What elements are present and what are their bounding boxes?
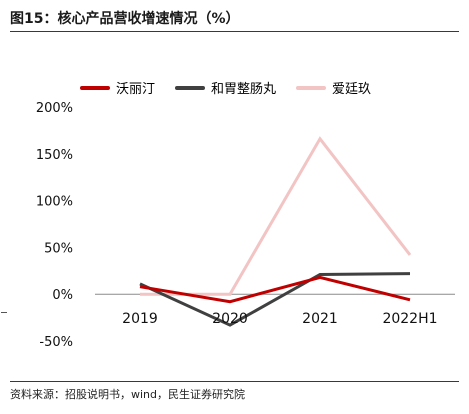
legend-label-aitingjiu: 爱廷玖 xyxy=(332,82,372,97)
y-tick-label: 200% xyxy=(36,101,73,116)
legend-item-aitingjiu: 爱廷玖 xyxy=(296,78,371,97)
legend-swatch-hewei xyxy=(175,85,206,90)
side-tick-mark xyxy=(1,312,7,313)
y-tick-label: -50% xyxy=(39,335,73,350)
legend-item-woliting: 沃丽汀 xyxy=(80,78,155,97)
footer-divider xyxy=(10,381,459,382)
series-line-2 xyxy=(140,136,412,296)
series-line-0 xyxy=(139,275,411,304)
series-line-1 xyxy=(139,272,411,327)
y-tick-label: 150% xyxy=(36,148,73,163)
chart-legend: 沃丽汀 和胃整肠丸 爱廷玖 xyxy=(80,78,371,97)
y-tick-label: 0% xyxy=(52,288,73,303)
y-tick-label: 50% xyxy=(44,241,73,256)
legend-swatch-woliting xyxy=(80,85,110,90)
legend-label-hewei: 和胃整肠丸 xyxy=(211,82,277,97)
legend-swatch-aitingjiu xyxy=(296,85,327,90)
legend-item-hewei: 和胃整肠丸 xyxy=(175,78,276,97)
chart-title: 图15：核心产品营收增速情况（%） xyxy=(10,11,240,27)
legend-label-woliting: 沃丽汀 xyxy=(116,82,156,97)
source-note: 资料来源：招股说明书，wind，民生证券研究院 xyxy=(10,388,246,401)
title-divider xyxy=(10,31,459,32)
x-tick-label: 2020 xyxy=(212,311,248,327)
x-tick-label: 2022H1 xyxy=(382,311,437,327)
x-tick-label: 2021 xyxy=(302,311,338,327)
x-tick-label: 2019 xyxy=(122,311,158,327)
y-tick-label: 100% xyxy=(36,195,73,210)
